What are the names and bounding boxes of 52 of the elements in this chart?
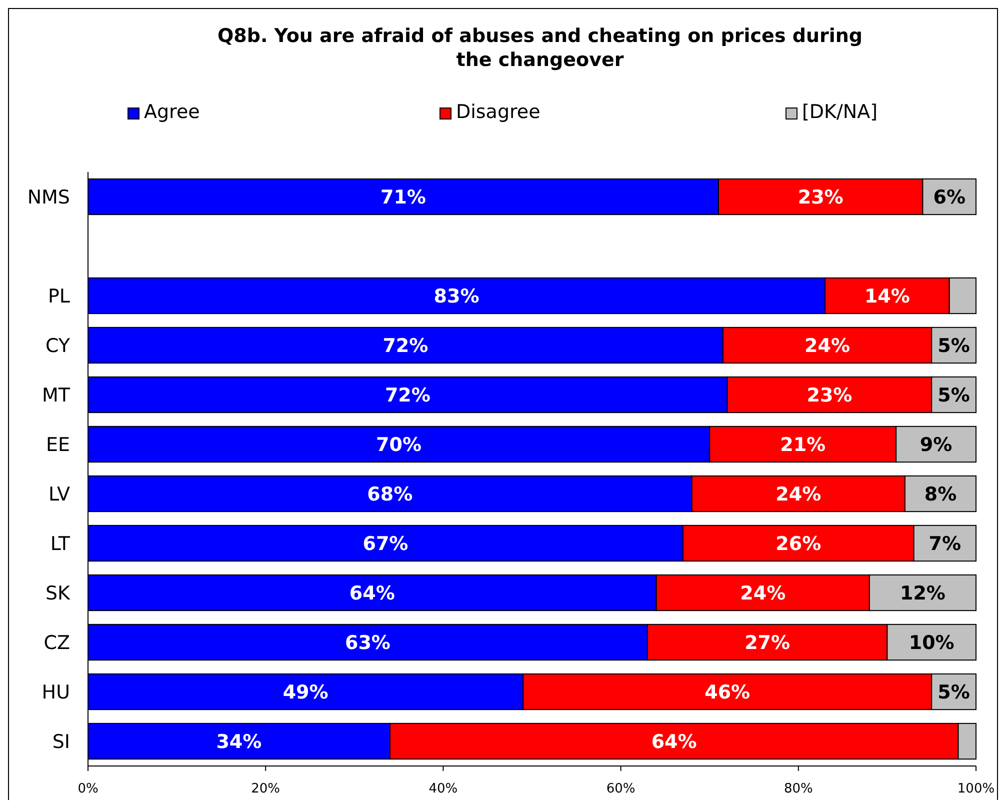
- data-label: 68%: [367, 484, 413, 506]
- data-label: 14%: [864, 286, 910, 308]
- data-label: 5%: [938, 682, 970, 704]
- x-tick-label: 60%: [606, 782, 636, 797]
- data-label: 46%: [704, 682, 750, 704]
- data-label: 64%: [651, 731, 697, 754]
- data-label: 12%: [900, 582, 946, 605]
- data-label: 83%: [434, 286, 480, 308]
- data-label: 67%: [362, 533, 408, 556]
- legend-label: Disagree: [456, 101, 540, 123]
- x-tick-label: 40%: [428, 782, 458, 797]
- chart-title: Q8b. You are afraid of abuses and cheating on prices during the changeover: [218, 25, 862, 71]
- x-tick-label: 100%: [957, 782, 995, 797]
- data-label: 23%: [806, 384, 852, 407]
- legend-label: Agree: [144, 101, 200, 123]
- y-tick-label: PL: [48, 286, 70, 308]
- x-tick-label: 20%: [251, 782, 280, 797]
- data-label: 24%: [740, 582, 786, 605]
- y-tick-label: SI: [52, 731, 70, 754]
- legend-label: [DK/NA]: [802, 101, 878, 123]
- data-label: 10%: [908, 632, 954, 654]
- data-label: 70%: [376, 434, 422, 456]
- data-label: 71%: [380, 186, 426, 209]
- y-tick-label: CZ: [44, 632, 70, 654]
- data-label: 63%: [344, 632, 390, 654]
- data-label: 5%: [938, 384, 970, 407]
- x-tick-label: 0%: [78, 782, 98, 797]
- y-tick-label: CY: [45, 335, 70, 358]
- x-tick-label: 80%: [784, 782, 813, 797]
- y-tick-label: LT: [50, 533, 70, 556]
- y-tick-label: SK: [45, 582, 71, 605]
- y-tick-label: MT: [42, 384, 70, 407]
- data-label: 24%: [804, 335, 850, 358]
- y-tick-label: LV: [48, 484, 70, 506]
- data-label: 27%: [744, 632, 790, 654]
- data-label: 24%: [776, 484, 822, 506]
- y-tick-label: NMS: [27, 186, 70, 209]
- data-label: 8%: [924, 484, 957, 506]
- data-label: 6%: [933, 186, 966, 209]
- data-label: 34%: [216, 731, 262, 754]
- data-label: 26%: [776, 533, 822, 556]
- data-label: 5%: [938, 335, 970, 358]
- data-label: 72%: [384, 384, 430, 407]
- data-label: 9%: [920, 434, 952, 456]
- data-label: 21%: [780, 434, 826, 456]
- data-label: 72%: [382, 335, 428, 358]
- data-label: 23%: [798, 186, 844, 209]
- data-label: 7%: [928, 533, 962, 556]
- data-label: 49%: [282, 682, 328, 704]
- y-tick-label: HU: [42, 682, 70, 704]
- data-label: 64%: [349, 582, 395, 605]
- y-tick-label: EE: [46, 434, 70, 456]
